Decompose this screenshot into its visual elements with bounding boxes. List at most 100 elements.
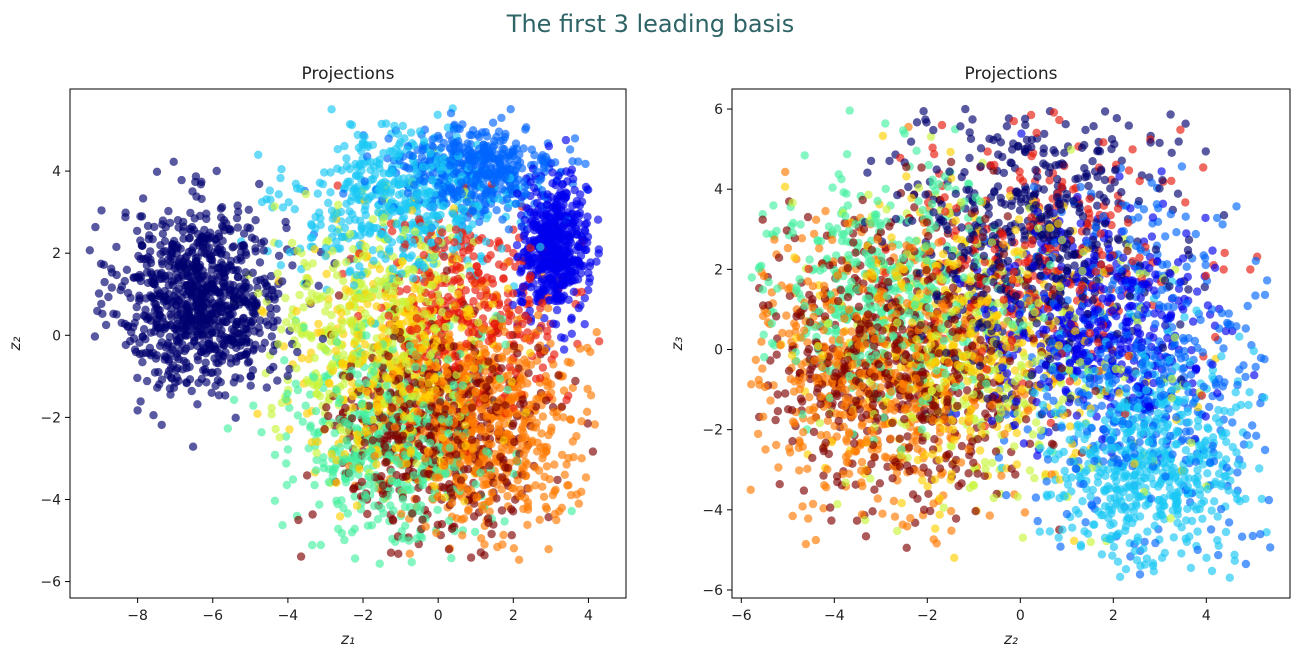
scatter-point-series-1 [585,262,595,271]
scatter-point-series-3 [398,121,407,131]
scatter-point-series-3 [278,203,288,212]
scatter-point-series-4 [310,480,319,490]
scatter-point-series-4 [342,436,351,445]
scatter-point-series-3 [346,266,355,275]
scatter-point-series-9 [492,494,501,503]
scatter-point-series-5 [325,287,335,296]
scatter-point-series-6 [463,312,473,321]
scatter-point-series-9 [557,402,567,411]
scatter-point-series-0 [232,353,241,363]
scatter-point-series-0 [214,298,223,307]
scatter-point-series-9 [324,411,333,421]
scatter-point-series-7 [459,514,469,523]
scatter-point-series-2 [449,125,459,134]
scatter-point-series-7 [475,459,484,468]
scatter-point-series-5 [267,403,276,413]
scatter-point-series-7 [577,417,586,426]
scatter-point-series-4 [341,478,351,487]
scatter-point-series-6 [355,331,364,340]
scatter-point-series-0 [233,223,242,232]
scatter-point-series-6 [366,317,376,326]
scatter-point-series-7 [447,498,457,508]
scatter-point-series-4 [324,477,334,487]
scatter-point-series-9 [464,390,473,399]
scatter-point-series-2 [485,150,494,160]
scatter-point-series-2 [480,198,489,207]
scatter-point-series-1 [516,297,525,306]
scatter-point-series-4 [280,356,289,365]
scatter-point-series-3 [388,264,397,273]
scatter-point-series-9 [507,531,516,540]
scatter-point-series-0 [234,207,243,216]
scatter-point-series-8 [535,374,545,383]
scatter-point-series-7 [458,432,467,441]
scatter-point-series-1 [532,187,541,197]
scatter-point-series-3 [285,248,295,257]
scatter-point-series-2 [537,153,546,162]
scatter-point-series-0 [155,341,165,350]
scatter-point-series-0 [266,303,275,313]
scatter-point-series-4 [362,331,371,340]
scatter-point-series-7 [582,407,592,416]
scatter-point-series-6 [373,407,382,416]
scatter-point-series-2 [433,131,443,141]
scatter-point-series-0 [193,355,203,365]
scatter-point-series-5 [299,303,308,312]
scatter-point-series-5 [273,269,282,278]
scatter-point-series-1 [532,270,542,279]
scatter-point-series-7 [417,377,426,386]
scatter-point-series-4 [338,457,347,466]
scatter-point-series-9 [497,364,506,373]
scatter-point-series-2 [498,215,507,224]
scatter-point-series-8 [506,311,516,320]
scatter-point-series-5 [321,307,330,316]
scatter-point-series-8 [451,352,460,361]
scatter-point-series-9 [398,435,407,444]
scatter-point-series-4 [444,516,454,525]
scatter-point-series-6 [378,332,387,342]
scatter-point-series-9 [469,512,479,521]
scatter-point-series-0 [248,366,258,375]
scatter-point-series-7 [432,388,441,398]
scatter-point-series-0 [221,391,230,400]
scatter-point-series-7 [535,515,544,524]
scatter-point-series-4 [386,501,395,510]
scatter-point-series-2 [581,159,590,169]
scatter-point-series-6 [316,328,325,337]
scatter-point-series-5 [452,370,461,379]
scatter-point-series-7 [525,484,534,493]
scatter-point-series-6 [373,354,383,364]
scatter-point-series-7 [546,388,556,397]
scatter-point-series-9 [509,419,518,428]
scatter-point-series-4 [330,428,339,438]
scatter-point-series-5 [360,309,370,318]
scatter-point-series-9 [508,507,518,516]
scatter-point-series-3 [315,178,324,187]
scatter-point-series-0 [135,270,144,280]
scatter-point-series-1 [583,238,592,247]
scatter-point-series-6 [348,403,357,412]
scatter-point-series-0 [121,208,130,217]
scatter-point-series-6 [443,384,452,394]
scatter-point-series-1 [543,221,553,230]
scatter-point-series-7 [467,452,476,461]
scatter-point-series-9 [418,515,427,524]
scatter-point-series-7 [454,390,463,400]
scatter-point-series-9 [410,378,419,387]
scatter-point-series-3 [347,192,357,202]
scatter-point-series-7 [495,383,505,393]
scatter-point-series-0 [123,321,133,331]
scatter-point-series-7 [583,384,592,394]
scatter-point-series-9 [588,447,598,456]
scatter-point-series-7 [424,448,433,457]
scatter-point-series-6 [433,275,442,284]
scatter-point-series-9 [378,413,388,422]
scatter-point-series-0 [245,224,255,233]
scatter-point-series-0 [130,318,139,328]
scatter-point-series-7 [459,398,468,407]
scatter-point-series-7 [477,534,486,543]
scatter-point-series-2 [488,118,498,127]
scatter-point-series-0 [157,420,166,430]
scatter-point-series-7 [421,454,430,463]
scatter-point-series-5 [327,361,336,370]
